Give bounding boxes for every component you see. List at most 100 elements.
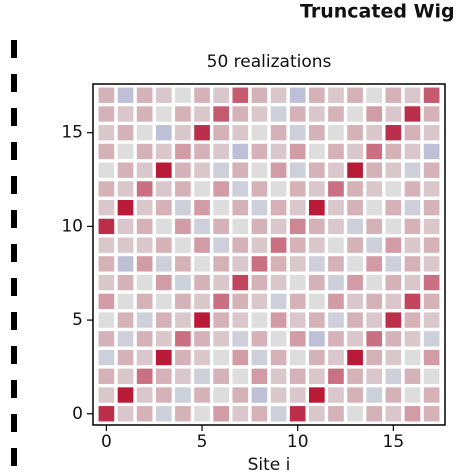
heatmap-cell [308, 256, 325, 272]
heatmap-cell [117, 368, 134, 384]
heatmap-cell [404, 162, 421, 178]
heatmap-cell [308, 331, 325, 347]
heatmap-cell [385, 199, 402, 216]
heatmap-cell [366, 87, 383, 103]
heatmap-cell [155, 331, 172, 347]
heatmap-cell [136, 162, 153, 178]
heatmap-cell [155, 349, 172, 366]
heatmap-cell [270, 331, 287, 347]
heatmap-cell [270, 368, 287, 384]
heatmap-cell [98, 87, 115, 103]
heatmap-cell [117, 293, 134, 310]
heatmap-cell [175, 106, 191, 122]
x-axis-label: Site i [248, 455, 291, 474]
heatmap-cell [289, 237, 306, 253]
heatmap-cell [232, 125, 249, 141]
heatmap-cell [366, 256, 383, 272]
heatmap-cell [366, 406, 383, 422]
heatmap-cell [175, 387, 191, 403]
heatmap-cell [98, 312, 115, 328]
heatmap-cell [385, 312, 402, 328]
heatmap-cell [423, 387, 440, 403]
heatmap-cell [251, 387, 268, 403]
chart-title: Truncated Wig [300, 1, 455, 23]
heatmap-cell [194, 218, 210, 235]
heatmap-cell [136, 274, 153, 291]
heatmap-cell [385, 106, 402, 122]
heatmap-cell [270, 181, 287, 197]
heatmap-cell [308, 312, 325, 328]
heatmap-cell [136, 106, 153, 122]
heatmap-cell [117, 181, 134, 197]
heatmap-cell [117, 331, 134, 347]
heatmap-cell [289, 387, 306, 403]
heatmap-cell [98, 293, 115, 310]
heatmap-cell [270, 293, 287, 310]
heatmap-cell [232, 106, 249, 122]
heatmap-cell [98, 199, 115, 216]
heatmap-cell [155, 274, 172, 291]
heatmap-cell [347, 331, 363, 347]
heatmap-cell [289, 125, 306, 141]
heatmap-cell [289, 293, 306, 310]
heatmap-cell [213, 162, 230, 178]
heatmap-cell [194, 349, 210, 366]
heatmap-cell [347, 218, 363, 235]
heatmap-cell [117, 256, 134, 272]
heatmap-cell [251, 256, 268, 272]
heatmap-cell [289, 406, 306, 422]
heatmap-cell [136, 125, 153, 141]
heatmap-cell [251, 143, 268, 160]
heatmap-cell [98, 274, 115, 291]
heatmap-cell [328, 349, 344, 366]
heatmap-cell [404, 87, 421, 103]
x-tick-label: 5 [197, 432, 208, 452]
y-tick-label: 5 [72, 310, 83, 330]
heatmap-cell [232, 87, 249, 103]
heatmap-cell [117, 218, 134, 235]
heatmap-cell [404, 199, 421, 216]
heatmap-cell [404, 293, 421, 310]
heatmap-cell [136, 331, 153, 347]
heatmap-cell [213, 199, 230, 216]
heatmap-cell [289, 256, 306, 272]
heatmap-cell [308, 143, 325, 160]
heatmap-cell [404, 106, 421, 122]
heatmap-cell [328, 274, 344, 291]
heatmap-cell [404, 312, 421, 328]
heatmap-cell [270, 312, 287, 328]
heatmap-cell [155, 406, 172, 422]
heatmap-cell [289, 143, 306, 160]
heatmap-cell [423, 349, 440, 366]
heatmap-cell [98, 125, 115, 141]
heatmap-cell [155, 312, 172, 328]
heatmap-cell [289, 368, 306, 384]
heatmap-cell [117, 312, 134, 328]
heatmap-cell [366, 387, 383, 403]
heatmap-cell [385, 274, 402, 291]
heatmap-cell [289, 181, 306, 197]
heatmap-cell [194, 125, 210, 141]
heatmap-cell [232, 331, 249, 347]
heatmap-cell [194, 87, 210, 103]
heatmap-cell [194, 199, 210, 216]
heatmap-cell [213, 237, 230, 253]
heatmap-cell [175, 274, 191, 291]
heatmap-cell [232, 368, 249, 384]
heatmap-cell [289, 162, 306, 178]
x-tick-label: 10 [287, 432, 309, 452]
heatmap-cell [194, 237, 210, 253]
heatmap-cell [423, 237, 440, 253]
heatmap-cell [251, 162, 268, 178]
heatmap-cell [117, 162, 134, 178]
heatmap-cell [347, 162, 363, 178]
heatmap-cell [213, 312, 230, 328]
heatmap-cell [366, 181, 383, 197]
heatmap-cell [270, 125, 287, 141]
heatmap-cell [136, 406, 153, 422]
heatmap-cell [117, 199, 134, 216]
heatmap-cell [289, 106, 306, 122]
heatmap-cell [366, 143, 383, 160]
heatmap-cell [232, 162, 249, 178]
heatmap-cell [194, 312, 210, 328]
